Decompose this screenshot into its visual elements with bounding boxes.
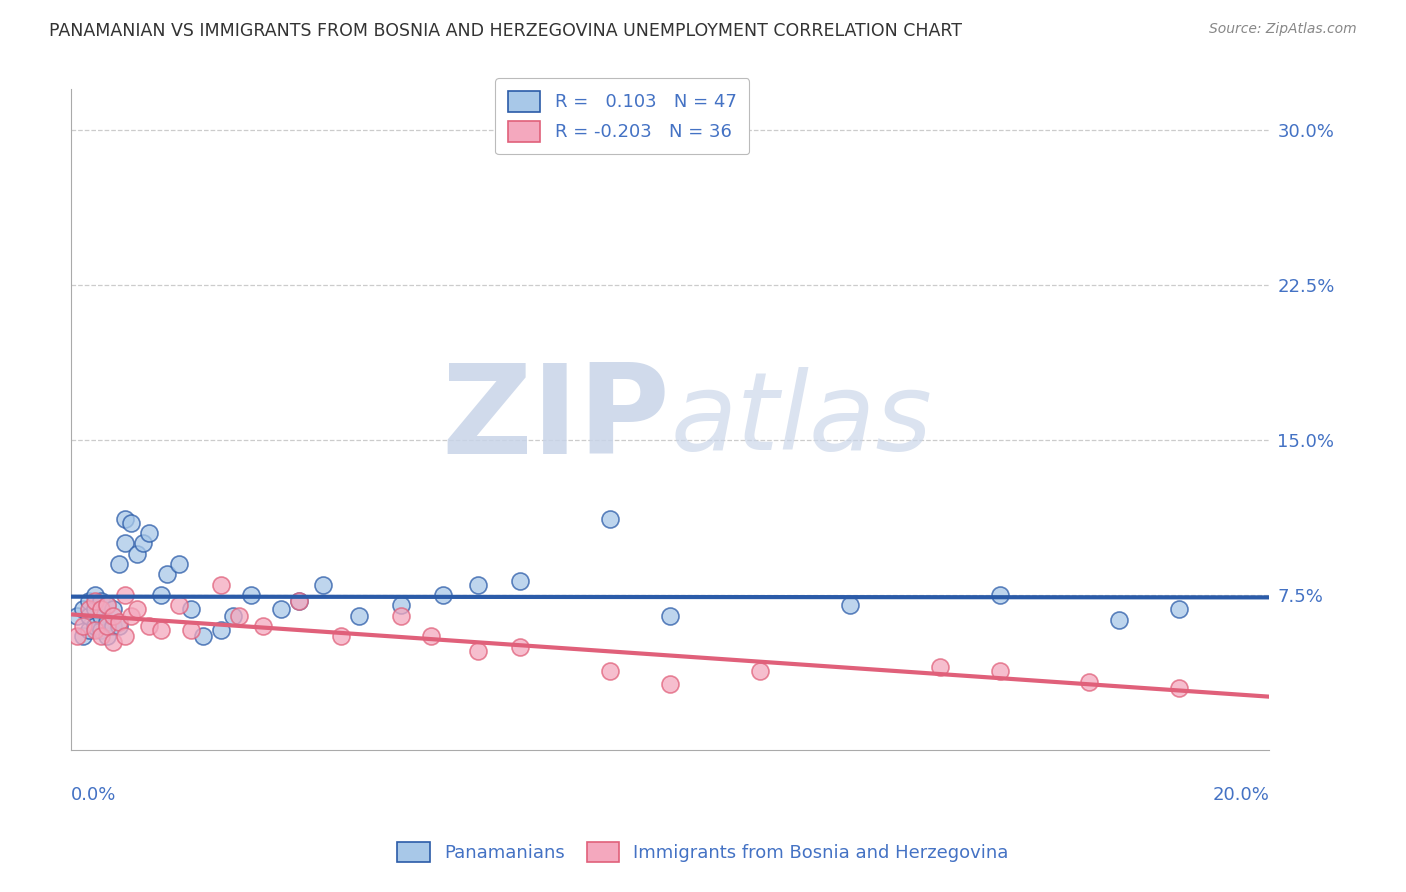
Point: [432, 588, 454, 602]
Point: [84, 619, 107, 633]
Point: [1108, 613, 1130, 627]
Point: [72, 629, 94, 643]
Point: [749, 665, 772, 679]
Point: [96, 599, 118, 613]
Point: [77, 623, 100, 637]
Point: [209, 623, 232, 637]
Point: [108, 557, 131, 571]
Point: [167, 599, 190, 613]
Text: 0.0%: 0.0%: [72, 786, 117, 805]
Point: [120, 516, 142, 530]
Legend: R =   0.103   N = 47, R = -0.203   N = 36: R = 0.103 N = 47, R = -0.203 N = 36: [495, 78, 749, 154]
Point: [838, 599, 860, 613]
Point: [659, 608, 682, 623]
Point: [928, 660, 950, 674]
Point: [77, 594, 100, 608]
Point: [467, 644, 489, 658]
Text: Source: ZipAtlas.com: Source: ZipAtlas.com: [1209, 22, 1357, 37]
Point: [599, 511, 621, 525]
Text: PANAMANIAN VS IMMIGRANTS FROM BOSNIA AND HERZEGOVINA UNEMPLOYMENT CORRELATION CH: PANAMANIAN VS IMMIGRANTS FROM BOSNIA AND…: [49, 22, 962, 40]
Point: [509, 640, 531, 654]
Point: [114, 588, 136, 602]
Point: [138, 619, 160, 633]
Point: [419, 629, 441, 643]
Point: [120, 608, 142, 623]
Point: [270, 602, 292, 616]
Point: [347, 608, 370, 623]
Point: [108, 615, 131, 629]
Point: [1168, 681, 1191, 695]
Point: [389, 608, 412, 623]
Point: [84, 588, 107, 602]
Point: [90, 629, 112, 643]
Point: [72, 619, 94, 633]
Point: [599, 665, 621, 679]
Point: [90, 623, 112, 637]
Point: [329, 629, 352, 643]
Point: [90, 608, 112, 623]
Point: [180, 602, 202, 616]
Text: 20.0%: 20.0%: [1212, 786, 1270, 805]
Point: [77, 602, 100, 616]
Point: [114, 511, 136, 525]
Point: [222, 608, 245, 623]
Point: [108, 619, 131, 633]
Point: [156, 567, 179, 582]
Point: [228, 608, 250, 623]
Point: [101, 635, 124, 649]
Point: [467, 577, 489, 591]
Point: [101, 608, 124, 623]
Legend: Panamanians, Immigrants from Bosnia and Herzegovina: Panamanians, Immigrants from Bosnia and …: [389, 834, 1017, 870]
Text: ZIP: ZIP: [441, 359, 671, 480]
Point: [288, 594, 311, 608]
Point: [127, 547, 149, 561]
Point: [72, 602, 94, 616]
Point: [101, 602, 124, 616]
Point: [252, 619, 274, 633]
Point: [114, 629, 136, 643]
Point: [66, 629, 89, 643]
Point: [101, 619, 124, 633]
Point: [138, 526, 160, 541]
Point: [389, 599, 412, 613]
Point: [988, 588, 1011, 602]
Point: [150, 623, 173, 637]
Point: [96, 619, 118, 633]
Point: [66, 608, 89, 623]
Point: [84, 602, 107, 616]
Point: [96, 599, 118, 613]
Point: [1168, 602, 1191, 616]
Point: [96, 629, 118, 643]
Point: [77, 608, 100, 623]
Point: [209, 577, 232, 591]
Point: [180, 623, 202, 637]
Point: [288, 594, 311, 608]
Point: [90, 602, 112, 616]
Point: [84, 594, 107, 608]
Point: [239, 588, 262, 602]
Point: [509, 574, 531, 588]
Point: [312, 577, 335, 591]
Point: [167, 557, 190, 571]
Point: [96, 615, 118, 629]
Point: [150, 588, 173, 602]
Point: [132, 536, 155, 550]
Point: [1078, 674, 1101, 689]
Point: [114, 536, 136, 550]
Point: [127, 602, 149, 616]
Point: [659, 677, 682, 691]
Point: [84, 623, 107, 637]
Point: [988, 665, 1011, 679]
Text: atlas: atlas: [671, 367, 932, 472]
Point: [90, 594, 112, 608]
Point: [191, 629, 214, 643]
